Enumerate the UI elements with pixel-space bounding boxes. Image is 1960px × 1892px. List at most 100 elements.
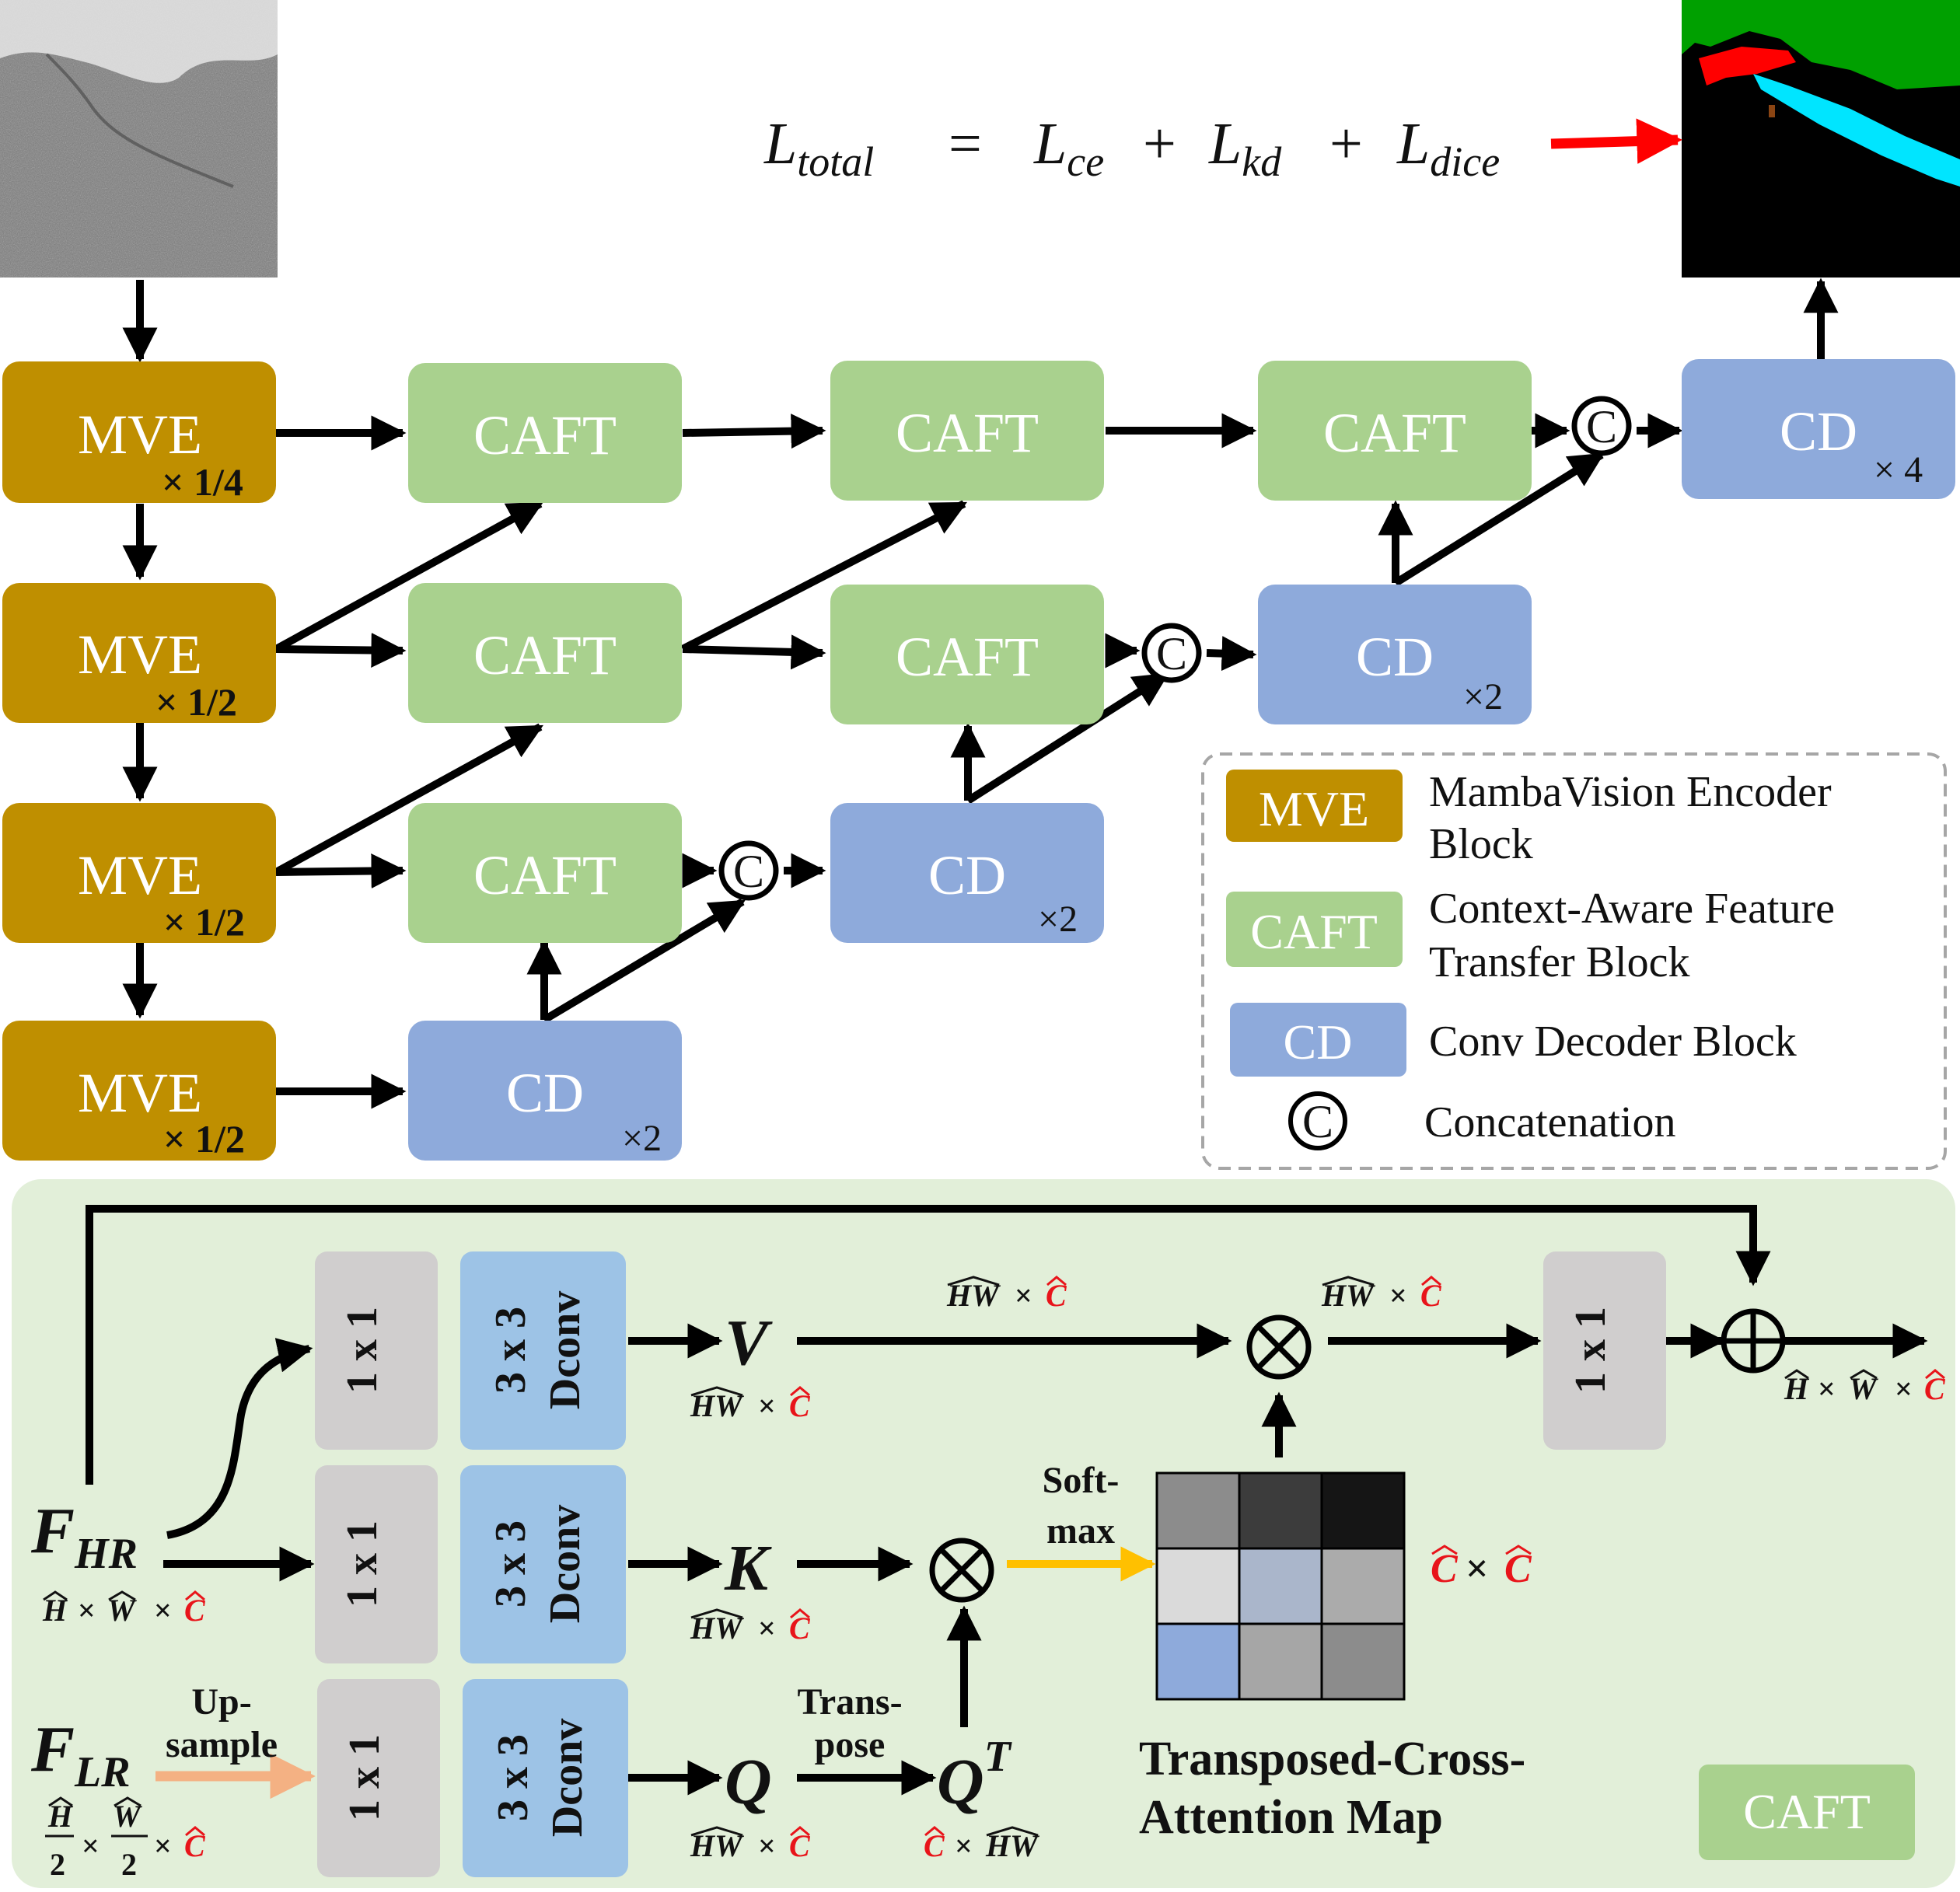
heatmap-cell-0-0 (1155, 1471, 1241, 1550)
hat-mark (790, 1826, 810, 1837)
svg-text:Concatenation: Concatenation (1424, 1098, 1675, 1147)
svg-text:Dconv: Dconv (541, 1291, 589, 1409)
svg-text:CD: CD (1284, 1014, 1353, 1070)
heatmap-cell-1-0 (1155, 1547, 1241, 1625)
svg-text:MVE: MVE (78, 844, 202, 906)
dconv-v: 3 x 3 Dconv (460, 1251, 626, 1450)
svg-text:+: + (1143, 111, 1176, 176)
upsample-label: Up- sample (166, 1681, 278, 1765)
caft-block-r2c1: CAFT (408, 583, 682, 723)
svg-text:×: × (78, 1593, 96, 1628)
dconv-q: 3 x 3 Dconv (463, 1679, 628, 1877)
multiply-operator-top (1246, 1314, 1312, 1380)
hat-mark (114, 1796, 141, 1807)
cd-block-bottom: CD ×2 (408, 1021, 682, 1161)
svg-text:1 x 1: 1 x 1 (338, 1307, 386, 1394)
svg-text:Dconv: Dconv (541, 1505, 589, 1623)
svg-text:× 1/4: × 1/4 (162, 460, 243, 504)
hat-mark (48, 1796, 73, 1807)
heatmap-cell-2-1 (1238, 1622, 1323, 1701)
hat-mark (1784, 1369, 1809, 1380)
svg-text:MambaVision Encoder: MambaVision Encoder (1429, 768, 1832, 816)
svg-text:Transposed-Cross-: Transposed-Cross- (1139, 1733, 1525, 1786)
svg-text:3 x 3: 3 x 3 (489, 1734, 537, 1821)
svg-text:× 1/2: × 1/2 (155, 680, 237, 724)
hat-mark (185, 1590, 205, 1601)
svg-text:MVE: MVE (78, 1062, 202, 1124)
svg-text:×: × (1895, 1371, 1913, 1406)
concat-symbol-2: C (1141, 623, 1202, 683)
mve-block-2: MVE × 1/2 (2, 583, 276, 724)
svg-text:Up-: Up- (191, 1681, 251, 1723)
hat-mark (947, 1276, 1000, 1286)
mve-block-3: MVE × 1/2 (2, 803, 276, 944)
svg-text:max: max (1046, 1510, 1115, 1552)
svg-text:×2: ×2 (1463, 676, 1503, 717)
svg-text:CAFT: CAFT (473, 624, 617, 686)
attention-heatmap (1155, 1471, 1406, 1701)
svg-text:Soft-: Soft- (1043, 1460, 1120, 1501)
svg-text:Context-Aware Feature: Context-Aware Feature (1429, 885, 1835, 933)
svg-text:CD: CD (1356, 626, 1434, 688)
heatmap-cell-1-1 (1238, 1547, 1323, 1625)
svg-text:×: × (1466, 1547, 1489, 1591)
output-segmentation-map (1682, 0, 1960, 278)
hat-mark (43, 1590, 68, 1601)
mve-block-1: MVE × 1/4 (2, 361, 276, 504)
caft-panel-tag: CAFT (1699, 1765, 1915, 1860)
detail-arrows (86, 1205, 1928, 1796)
loss-formula: Ltotal = Lce + Lkd + Ldice (763, 111, 1500, 185)
caft-block-r2c2: CAFT (830, 585, 1104, 724)
svg-text:× 1/2: × 1/2 (163, 900, 245, 944)
svg-text:C: C (1431, 1547, 1459, 1591)
svg-text:MVE: MVE (78, 623, 202, 686)
mve-block-4: MVE × 1/2 (2, 1021, 276, 1161)
heatmap-cell-2-0 (1155, 1622, 1241, 1701)
svg-text:2: 2 (121, 1847, 137, 1882)
svg-text:Transfer Block: Transfer Block (1429, 938, 1689, 986)
svg-text:CAFT: CAFT (896, 402, 1039, 464)
svg-text:1 x 1: 1 x 1 (338, 1520, 386, 1608)
multiply-operator-bottom (929, 1538, 994, 1603)
conv1x1-k: 1 x 1 (315, 1465, 438, 1663)
svg-text:C: C (1504, 1547, 1532, 1591)
svg-text:×: × (82, 1828, 100, 1863)
hat-mark (690, 1826, 743, 1837)
q-label: Q (725, 1746, 772, 1818)
svg-text:Ltotal: Ltotal (763, 111, 874, 185)
legend-mve: MVE MambaVision Encoder Block (1226, 768, 1832, 868)
legend-cd: CD Conv Decoder Block (1230, 1003, 1797, 1077)
hat-mark (1322, 1276, 1375, 1286)
hat-mark (690, 1608, 743, 1619)
hat-mark (185, 1826, 205, 1837)
svg-text:C: C (1302, 1096, 1333, 1147)
svg-text:×: × (1389, 1278, 1407, 1313)
hat-mark (1925, 1369, 1945, 1380)
svg-text:Conv Decoder Block: Conv Decoder Block (1429, 1018, 1797, 1066)
svg-text:× 4: × 4 (1874, 449, 1923, 490)
concat-symbol-3: C (1571, 396, 1632, 456)
hat-mark (108, 1590, 136, 1601)
red-arrow (1550, 118, 1682, 164)
svg-text:C: C (1586, 401, 1617, 452)
caft-block-r3c1: CAFT (408, 803, 682, 943)
svg-text:CAFT: CAFT (473, 404, 617, 466)
hat-mark (986, 1826, 1039, 1837)
loss-L: L (763, 111, 797, 176)
svg-text:CAFT: CAFT (1743, 1784, 1871, 1839)
svg-text:×2: ×2 (1038, 899, 1078, 940)
concat-symbol-1: C (718, 840, 779, 901)
heatmap-cell-0-1 (1238, 1471, 1323, 1550)
svg-text:Block: Block (1429, 820, 1533, 868)
hat-mark (1421, 1276, 1441, 1286)
cd-block-top: CD × 4 (1682, 359, 1955, 499)
dim-attention: C × C (1431, 1547, 1532, 1591)
cd-block-row2: CD ×2 (1258, 585, 1532, 724)
svg-text:×: × (955, 1828, 973, 1863)
k-label: K (724, 1532, 772, 1604)
svg-text:Lkd: Lkd (1208, 111, 1282, 185)
heatmap-cell-2-2 (1320, 1622, 1406, 1701)
svg-text:C: C (733, 846, 764, 897)
svg-text:C: C (1156, 628, 1187, 679)
